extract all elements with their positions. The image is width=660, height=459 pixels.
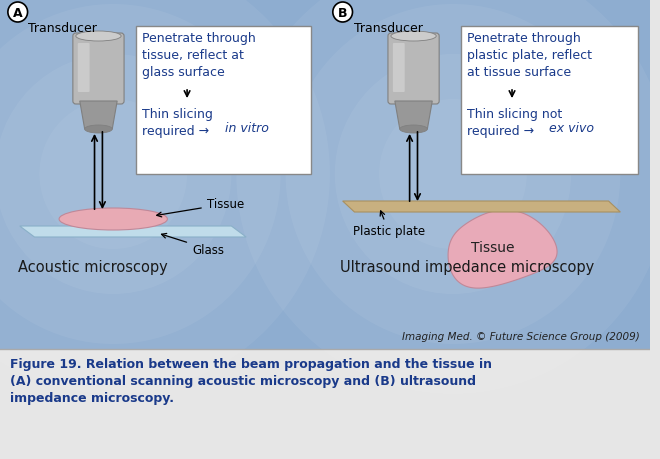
Circle shape <box>0 55 232 294</box>
Text: Tissue: Tissue <box>156 198 244 218</box>
FancyBboxPatch shape <box>78 44 90 93</box>
Text: Thin slicing
required →: Thin slicing required → <box>142 108 213 138</box>
Circle shape <box>0 0 330 394</box>
Circle shape <box>286 5 620 344</box>
Polygon shape <box>395 102 432 130</box>
Ellipse shape <box>400 126 427 134</box>
Circle shape <box>379 100 527 249</box>
Circle shape <box>8 3 28 23</box>
Text: Acoustic microscopy: Acoustic microscopy <box>18 259 168 274</box>
Text: ex vivo: ex vivo <box>549 122 595 134</box>
Polygon shape <box>80 102 117 130</box>
Text: Ultrasound impedance microscopy: Ultrasound impedance microscopy <box>340 259 594 274</box>
Ellipse shape <box>59 208 168 230</box>
Text: Transducer: Transducer <box>28 22 96 35</box>
FancyBboxPatch shape <box>461 27 638 174</box>
Bar <box>0 349 650 459</box>
FancyBboxPatch shape <box>388 34 439 105</box>
Text: Plastic plate: Plastic plate <box>352 212 424 238</box>
Text: B: B <box>338 6 347 19</box>
Circle shape <box>40 100 187 249</box>
Text: Penetrate through
tissue, reflect at
glass surface: Penetrate through tissue, reflect at gla… <box>142 32 255 79</box>
Text: Thin slicing not
required →: Thin slicing not required → <box>467 108 562 138</box>
Text: Tissue: Tissue <box>471 241 514 254</box>
Circle shape <box>333 3 352 23</box>
Polygon shape <box>343 202 620 213</box>
Text: in vitro: in vitro <box>224 122 269 134</box>
Text: Imaging Med. © Future Science Group (2009): Imaging Med. © Future Science Group (200… <box>403 331 640 341</box>
Circle shape <box>0 5 280 344</box>
FancyBboxPatch shape <box>73 34 124 105</box>
Polygon shape <box>20 226 246 237</box>
Bar <box>0 0 650 349</box>
Text: Transducer: Transducer <box>354 22 423 35</box>
Text: Glass: Glass <box>162 234 224 256</box>
Text: Penetrate through
plastic plate, reflect
at tissue surface: Penetrate through plastic plate, reflect… <box>467 32 592 79</box>
FancyBboxPatch shape <box>393 44 405 93</box>
Ellipse shape <box>76 32 121 42</box>
Text: Figure 19. Relation between the beam propagation and the tissue in
(A) conventio: Figure 19. Relation between the beam pro… <box>10 357 492 404</box>
Ellipse shape <box>84 126 112 134</box>
Polygon shape <box>448 210 557 289</box>
Text: A: A <box>13 6 22 19</box>
FancyBboxPatch shape <box>136 27 311 174</box>
Ellipse shape <box>391 32 436 42</box>
Circle shape <box>335 55 571 294</box>
Circle shape <box>236 0 660 394</box>
